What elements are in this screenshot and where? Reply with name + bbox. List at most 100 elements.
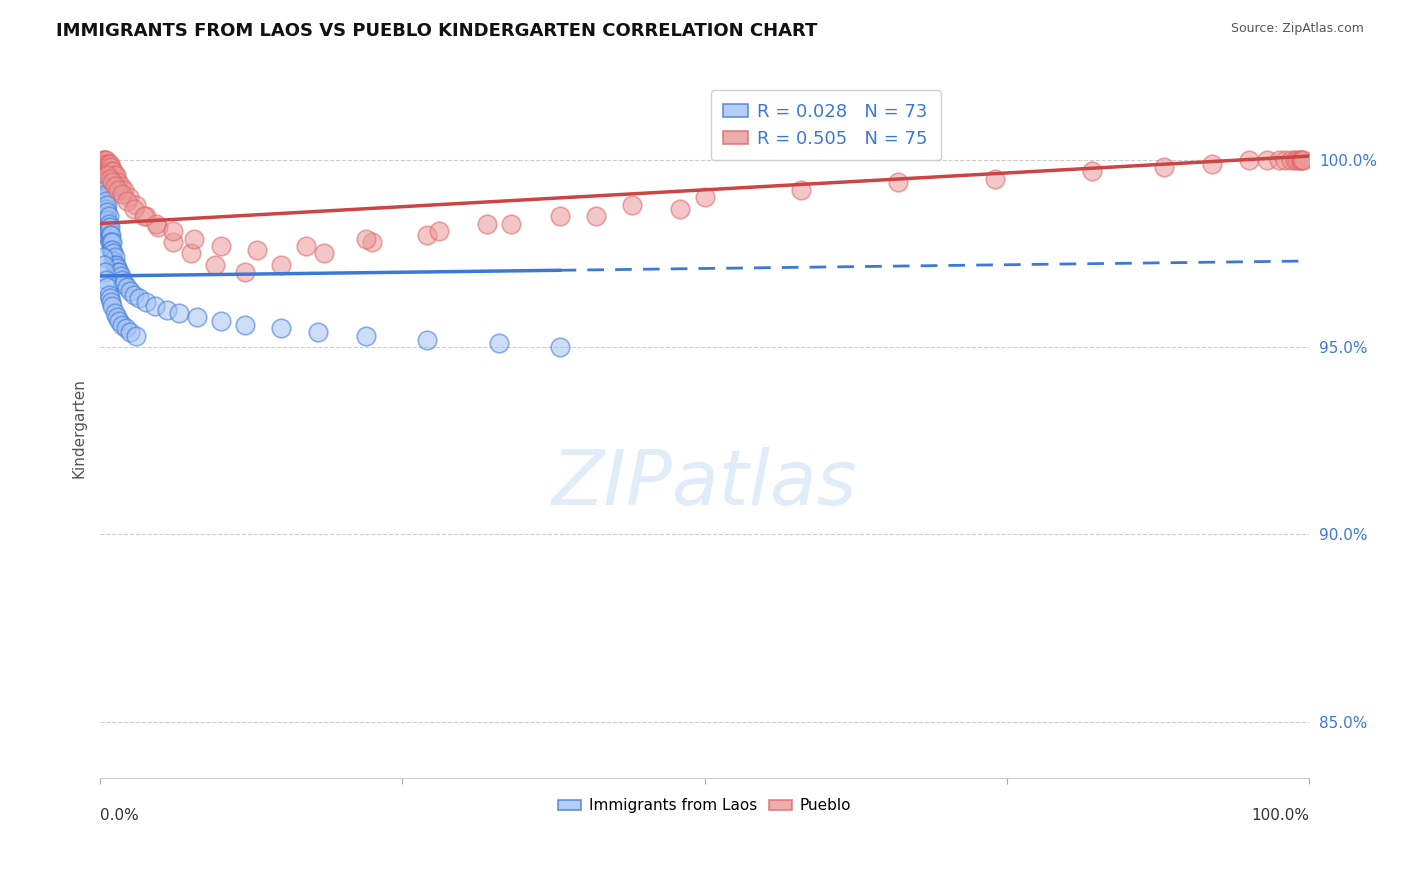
Point (94, 265, 117, 279)
Point (125, 198, 148, 212)
Point (103, 246, 125, 260)
Point (111, 186, 134, 201)
Point (101, 175, 124, 189)
Point (104, 179, 127, 194)
Point (108, 265, 131, 279)
Point (96, 202, 118, 216)
Point (100, 161, 122, 175)
Point (111, 273, 134, 287)
Point (96, 205, 118, 219)
Point (101, 164, 124, 178)
Point (112, 277, 135, 291)
Point (97, 287, 120, 301)
Point (107, 265, 129, 279)
Point (93, 156, 115, 170)
Point (415, 333, 437, 347)
Point (112, 183, 135, 197)
Point (93, 258, 115, 272)
Point (96, 156, 118, 170)
Point (110, 268, 132, 283)
Point (98, 171, 121, 186)
Point (1268, 153, 1291, 167)
Legend: Immigrants from Laos, Pueblo: Immigrants from Laos, Pueblo (553, 792, 858, 820)
Point (94, 190, 117, 204)
Point (162, 224, 184, 238)
Point (96, 198, 118, 212)
Point (621, 198, 644, 212)
Point (91, 250, 114, 264)
Point (501, 217, 523, 231)
Point (93, 179, 115, 194)
Point (94, 175, 117, 189)
Point (96, 168, 118, 182)
Y-axis label: Kindergarten: Kindergarten (72, 377, 86, 477)
Point (111, 318, 134, 332)
Point (415, 227, 437, 242)
Point (548, 209, 571, 223)
Point (145, 217, 167, 231)
Point (361, 235, 384, 250)
Point (110, 179, 132, 194)
Point (97, 217, 120, 231)
Point (1289, 153, 1312, 167)
Point (107, 183, 129, 197)
Point (114, 321, 136, 335)
Point (94, 183, 117, 197)
Point (548, 340, 571, 354)
Point (1284, 153, 1306, 167)
Text: 0.0%: 0.0% (100, 808, 139, 823)
Point (104, 168, 127, 182)
Point (122, 287, 145, 301)
Point (100, 227, 122, 242)
Point (101, 299, 124, 313)
Point (104, 258, 127, 272)
Text: IMMIGRANTS FROM LAOS VS PUEBLO KINDERGARTEN CORRELATION CHART: IMMIGRANTS FROM LAOS VS PUEBLO KINDERGAR… (56, 22, 818, 40)
Point (98, 156, 121, 170)
Point (143, 299, 166, 313)
Point (1274, 153, 1296, 167)
Point (294, 239, 316, 253)
Point (91, 153, 114, 167)
Point (98, 227, 121, 242)
Point (94, 198, 117, 212)
Point (97, 209, 120, 223)
Point (96, 209, 118, 223)
Point (96, 194, 118, 208)
Point (307, 325, 329, 339)
Point (186, 310, 208, 325)
Point (103, 254, 125, 268)
Point (96, 161, 118, 175)
Point (122, 202, 145, 216)
Point (132, 209, 155, 223)
Point (246, 243, 269, 257)
Point (1292, 153, 1315, 167)
Point (91, 168, 114, 182)
Point (270, 258, 292, 272)
Point (135, 209, 157, 223)
Point (1291, 153, 1313, 167)
Point (354, 231, 377, 245)
Point (488, 336, 510, 351)
Point (91, 161, 114, 175)
Point (97, 161, 120, 175)
Point (98, 235, 121, 250)
Point (96, 153, 118, 167)
Point (204, 258, 226, 272)
Point (103, 164, 125, 178)
Point (96, 186, 118, 201)
Point (312, 246, 335, 260)
Point (128, 292, 150, 306)
Point (104, 306, 127, 320)
Point (427, 224, 450, 238)
Point (96, 220, 118, 235)
Point (209, 239, 232, 253)
Point (96, 156, 118, 170)
Text: Source: ZipAtlas.com: Source: ZipAtlas.com (1230, 22, 1364, 36)
Point (94, 153, 117, 167)
Point (156, 302, 179, 317)
Point (1153, 161, 1175, 175)
Point (209, 314, 232, 328)
Point (100, 235, 122, 250)
Point (105, 261, 128, 276)
Point (104, 168, 127, 182)
